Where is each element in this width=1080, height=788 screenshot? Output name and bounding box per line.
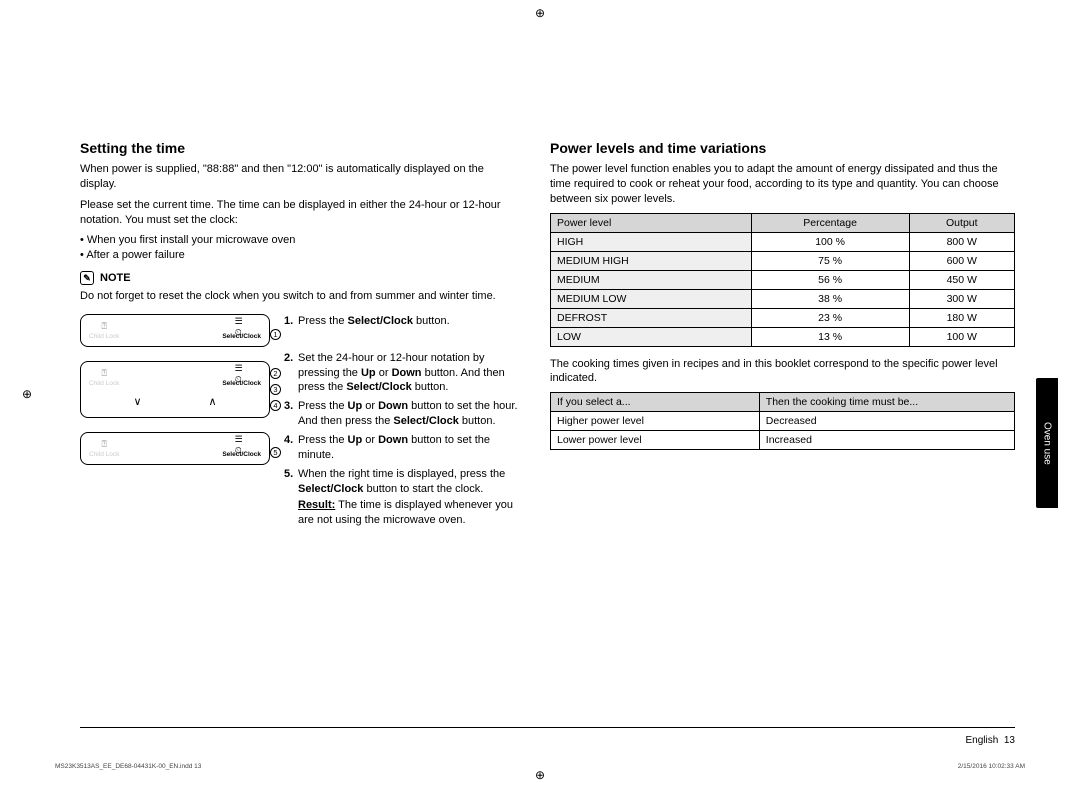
- power-levels-para2: The cooking times given in recipes and i…: [550, 357, 1015, 387]
- table-cell: 450 W: [909, 270, 1014, 289]
- step-4: Press the Up or Down button to set the m…: [284, 433, 520, 463]
- table-cell: 180 W: [909, 308, 1014, 327]
- bullet-item: When you first install your microwave ov…: [80, 233, 520, 248]
- table-cell: 75 %: [751, 251, 909, 270]
- callout-1: 1: [270, 329, 281, 340]
- adjust-table-body: Higher power levelDecreasedLower power l…: [551, 412, 1015, 450]
- step-2: Set the 24-hour or 12-hour notation by p…: [284, 351, 520, 396]
- table-cell: 13 %: [751, 327, 909, 346]
- table-cell: 56 %: [751, 270, 909, 289]
- down-chevron-icon: ∨: [115, 393, 160, 411]
- th-if-select: If you select a...: [551, 393, 760, 412]
- power-levels-para1: The power level function enables you to …: [550, 162, 1015, 207]
- child-lock-icon: ⍰ Child Lock: [89, 368, 119, 387]
- callout-5: 5: [270, 447, 281, 458]
- table-row: Higher power levelDecreased: [551, 412, 1015, 431]
- table-row: MEDIUM HIGH75 %600 W: [551, 251, 1015, 270]
- th-then-time: Then the cooking time must be...: [759, 393, 1014, 412]
- table-cell: 38 %: [751, 289, 909, 308]
- setting-time-para2: Please set the current time. The time ca…: [80, 198, 520, 228]
- table-cell: Increased: [759, 431, 1014, 450]
- table-row: MEDIUM LOW38 %300 W: [551, 289, 1015, 308]
- table-row: HIGH100 %800 W: [551, 232, 1015, 251]
- note-heading: ✎ NOTE: [80, 271, 520, 285]
- child-lock-icon: ⍰ Child Lock: [89, 439, 119, 458]
- table-header-row: Power level Percentage Output: [551, 213, 1015, 232]
- crop-mark-left: ⊕: [20, 387, 34, 401]
- th-power-level: Power level: [551, 213, 752, 232]
- table-cell: MEDIUM HIGH: [551, 251, 752, 270]
- control-panel-diagrams: ⍰ Child Lock ☰⏲ Select/Clock 1 ⍰: [80, 314, 270, 532]
- table-cell: MEDIUM LOW: [551, 289, 752, 308]
- setting-time-bullets: When you first install your microwave ov…: [80, 233, 520, 263]
- callout-2: 2: [270, 368, 281, 379]
- select-clock-icon: ☰⏲ Select/Clock: [222, 321, 261, 340]
- step-3: Press the Up or Down button to set the h…: [284, 399, 520, 429]
- select-clock-icon: ☰⏲ Select/Clock: [222, 368, 261, 387]
- section-tab: Oven use: [1036, 378, 1058, 508]
- table-cell: 23 %: [751, 308, 909, 327]
- th-output: Output: [909, 213, 1014, 232]
- note-icon: ✎: [80, 271, 94, 285]
- time-adjust-table: If you select a... Then the cooking time…: [550, 392, 1015, 450]
- control-panel-diagram-3: ⍰ Child Lock ☰⏲ Select/Clock 5: [80, 432, 270, 465]
- setting-time-para1: When power is supplied, "88:88" and then…: [80, 162, 520, 192]
- heading-power-levels: Power levels and time variations: [550, 140, 1015, 156]
- crop-mark-top: ⊕: [533, 6, 547, 20]
- print-footer: MS23K3513AS_EE_DE68-04431K-00_EN.indd 13…: [55, 763, 1025, 770]
- table-header-row: If you select a... Then the cooking time…: [551, 393, 1015, 412]
- table-cell: 100 W: [909, 327, 1014, 346]
- child-lock-icon: ⍰ Child Lock: [89, 321, 119, 340]
- crop-mark-bottom: ⊕: [533, 768, 547, 782]
- table-cell: Decreased: [759, 412, 1014, 431]
- note-label: NOTE: [100, 272, 131, 284]
- steps-area: ⍰ Child Lock ☰⏲ Select/Clock 1 ⍰: [80, 314, 520, 532]
- steps-text: Press the Select/Clock button. Set the 2…: [284, 314, 520, 532]
- print-footer-left: MS23K3513AS_EE_DE68-04431K-00_EN.indd 13: [55, 763, 201, 770]
- th-percentage: Percentage: [751, 213, 909, 232]
- table-cell: DEFROST: [551, 308, 752, 327]
- steps-list: Press the Select/Clock button. Set the 2…: [284, 314, 520, 528]
- callout-4: 4: [270, 400, 281, 411]
- callout-3: 3: [270, 384, 281, 395]
- step-spacer: [284, 333, 520, 351]
- control-panel-diagram-1: ⍰ Child Lock ☰⏲ Select/Clock 1: [80, 314, 270, 347]
- table-row: LOW13 %100 W: [551, 327, 1015, 346]
- heading-setting-time: Setting the time: [80, 140, 520, 156]
- left-column: Setting the time When power is supplied,…: [80, 140, 520, 738]
- table-row: Lower power levelIncreased: [551, 431, 1015, 450]
- footer-language-page: English 13: [966, 735, 1016, 746]
- table-cell: HIGH: [551, 232, 752, 251]
- table-row: DEFROST23 %180 W: [551, 308, 1015, 327]
- step-1: Press the Select/Clock button.: [284, 314, 520, 329]
- result-label: Result:: [298, 499, 335, 511]
- table-cell: LOW: [551, 327, 752, 346]
- table-cell: MEDIUM: [551, 270, 752, 289]
- step-5: When the right time is displayed, press …: [284, 467, 520, 528]
- select-clock-icon: ☰⏲ Select/Clock: [222, 439, 261, 458]
- print-footer-right: 2/15/2016 10:02:33 AM: [958, 763, 1025, 770]
- power-table-body: HIGH100 %800 WMEDIUM HIGH75 %600 WMEDIUM…: [551, 232, 1015, 346]
- right-column: Power levels and time variations The pow…: [550, 140, 1015, 738]
- control-panel-diagram-2: ⍰ Child Lock ☰⏲ Select/Clock ∨ ∧ 2 3: [80, 361, 270, 418]
- table-cell: 800 W: [909, 232, 1014, 251]
- table-cell: 300 W: [909, 289, 1014, 308]
- table-row: MEDIUM56 %450 W: [551, 270, 1015, 289]
- page-body: Setting the time When power is supplied,…: [80, 140, 1015, 738]
- footer-rule: [80, 727, 1015, 728]
- table-cell: Lower power level: [551, 431, 760, 450]
- table-cell: 600 W: [909, 251, 1014, 270]
- bullet-item: After a power failure: [80, 248, 520, 263]
- table-cell: Higher power level: [551, 412, 760, 431]
- table-cell: 100 %: [751, 232, 909, 251]
- power-levels-table: Power level Percentage Output HIGH100 %8…: [550, 213, 1015, 347]
- up-chevron-icon: ∧: [190, 393, 235, 411]
- note-body: Do not forget to reset the clock when yo…: [80, 289, 520, 304]
